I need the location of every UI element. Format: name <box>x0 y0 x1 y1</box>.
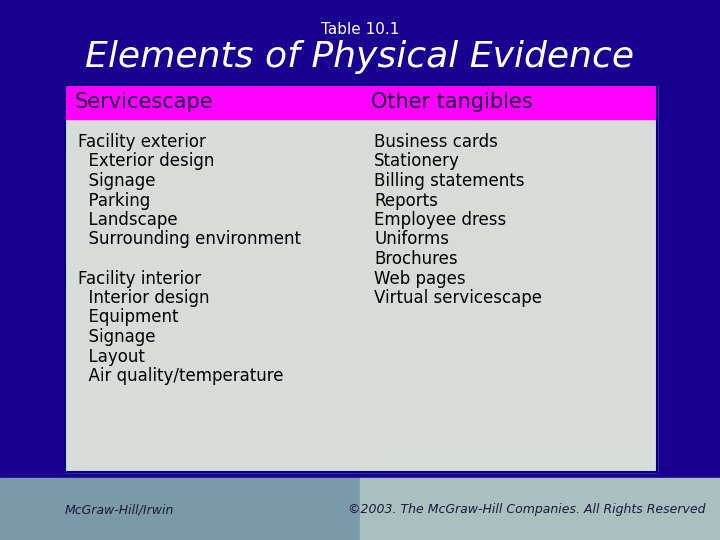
Text: Billing statements: Billing statements <box>374 172 524 190</box>
Bar <box>360 478 720 540</box>
Text: Brochures: Brochures <box>374 250 458 268</box>
Bar <box>65 85 657 119</box>
Bar <box>65 85 657 472</box>
Text: Facility interior: Facility interior <box>78 269 201 287</box>
Text: Web pages: Web pages <box>374 269 466 287</box>
Text: Air quality/temperature: Air quality/temperature <box>78 367 284 385</box>
Text: Interior design: Interior design <box>78 289 210 307</box>
Text: Uniforms: Uniforms <box>374 231 449 248</box>
Text: Landscape: Landscape <box>78 211 178 229</box>
Text: Stationery: Stationery <box>374 152 460 171</box>
Text: Facility exterior: Facility exterior <box>78 133 206 151</box>
Text: Business cards: Business cards <box>374 133 498 151</box>
Bar <box>0 478 360 540</box>
Text: Other tangibles: Other tangibles <box>371 92 533 112</box>
Bar <box>65 85 657 472</box>
Text: Exterior design: Exterior design <box>78 152 215 171</box>
Text: Surrounding environment: Surrounding environment <box>78 231 301 248</box>
Text: Signage: Signage <box>78 328 156 346</box>
Text: Elements of Physical Evidence: Elements of Physical Evidence <box>86 40 634 74</box>
Text: Reports: Reports <box>374 192 438 210</box>
Text: Equipment: Equipment <box>78 308 179 327</box>
Text: McGraw-Hill/Irwin: McGraw-Hill/Irwin <box>65 503 174 516</box>
Text: Signage: Signage <box>78 172 156 190</box>
Text: Table 10.1: Table 10.1 <box>321 23 399 37</box>
Text: ©2003. The McGraw-Hill Companies. All Rights Reserved: ©2003. The McGraw-Hill Companies. All Ri… <box>348 503 705 516</box>
Text: Servicescape: Servicescape <box>75 92 214 112</box>
Text: Employee dress: Employee dress <box>374 211 506 229</box>
Text: Parking: Parking <box>78 192 150 210</box>
Text: Layout: Layout <box>78 348 145 366</box>
Text: Virtual servicescape: Virtual servicescape <box>374 289 542 307</box>
